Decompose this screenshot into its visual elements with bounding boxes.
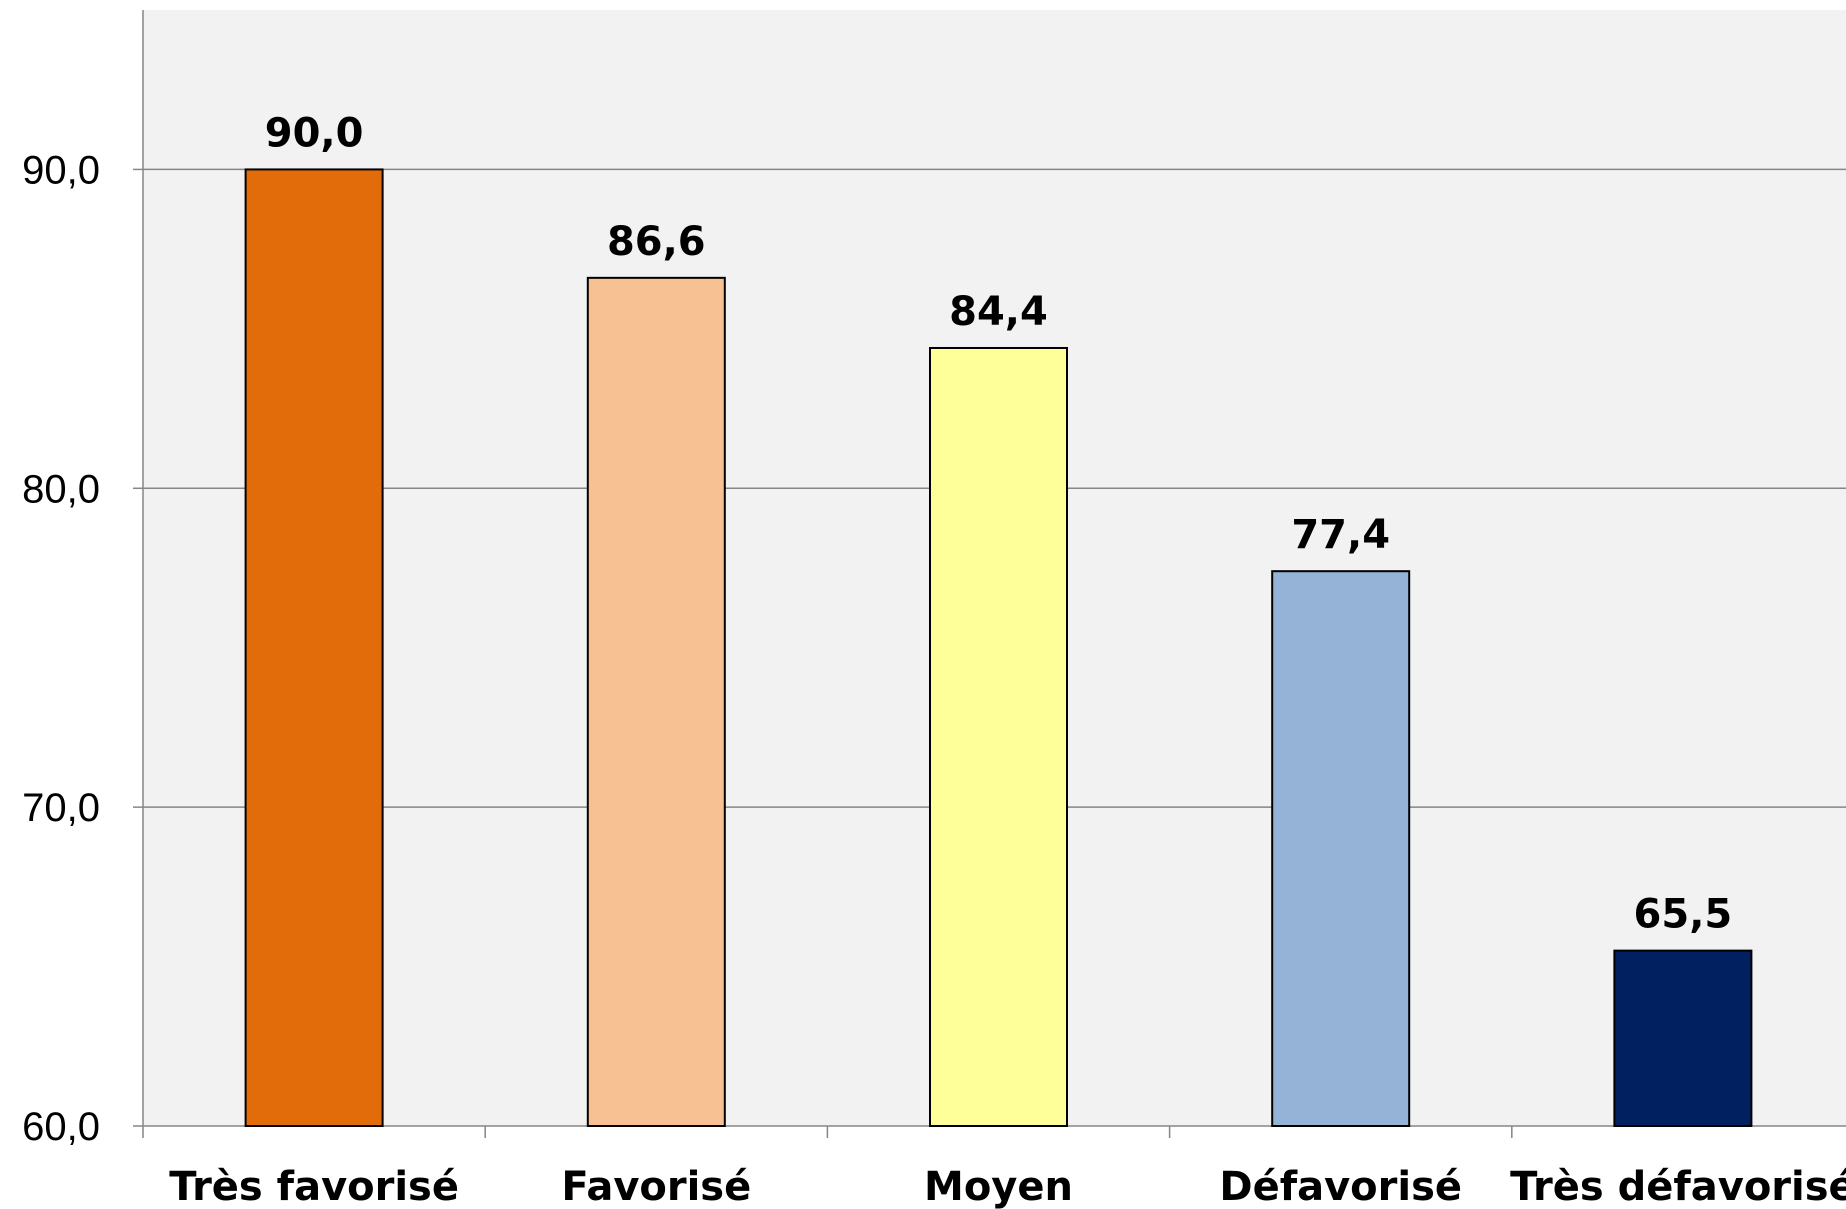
bar [244, 168, 384, 1127]
y-tick-label: 60,0 [22, 1105, 100, 1149]
x-category-label: Favorisé [561, 1164, 751, 1209]
x-category-label: Très défavorisé [1510, 1164, 1846, 1209]
bar [929, 346, 1068, 1127]
bar [586, 276, 726, 1127]
y-tick-label: 90,0 [22, 148, 100, 192]
data-label: 90,0 [265, 110, 364, 156]
x-category-label: Défavorisé [1219, 1164, 1462, 1209]
x-category-label: Très favorisé [169, 1164, 459, 1209]
y-tick-label: 80,0 [22, 467, 100, 511]
data-label: 77,4 [1291, 512, 1390, 558]
y-tick-label: 70,0 [22, 786, 100, 830]
data-label: 84,4 [949, 289, 1048, 335]
data-label: 65,5 [1634, 892, 1733, 938]
bar [1613, 949, 1753, 1128]
bar [1271, 570, 1411, 1127]
data-label: 86,6 [607, 219, 706, 265]
x-category-label: Moyen [924, 1164, 1073, 1209]
